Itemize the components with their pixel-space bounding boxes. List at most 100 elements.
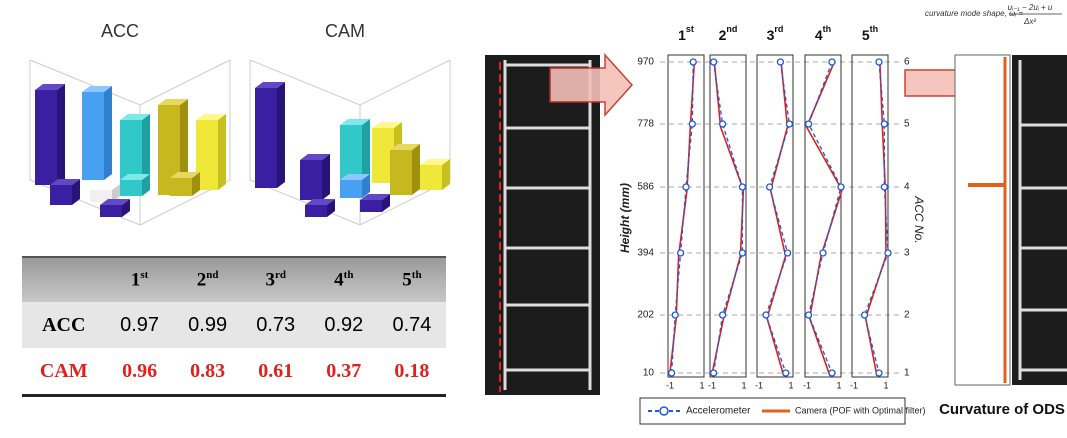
bar3d-group <box>29 59 451 226</box>
acc-marker <box>718 311 727 319</box>
acc-marker <box>875 58 883 66</box>
header-cell: 3rd <box>241 256 310 302</box>
h-num: 5 <box>402 269 412 291</box>
bar3d-front <box>340 125 362 185</box>
mode-header-sup: st <box>686 24 694 34</box>
bar3d-top <box>300 154 330 160</box>
mode-header: 5th <box>862 24 878 42</box>
bar3d-top <box>120 114 150 120</box>
mode-header-num: 3 <box>767 27 775 43</box>
bar3d-top <box>390 144 420 150</box>
bar3d-front <box>35 90 57 185</box>
h-num: 2 <box>196 269 207 291</box>
h-sup: st <box>140 268 149 281</box>
acc-marker <box>709 369 718 377</box>
x-max-label: 1 <box>836 380 841 390</box>
corner-cell <box>22 256 106 302</box>
bar3d-side <box>362 119 370 185</box>
acc-marker <box>689 58 697 66</box>
bar3d-top <box>120 174 150 180</box>
x-max-label: 1 <box>883 380 888 390</box>
h-sup: nd <box>206 268 219 281</box>
photo <box>485 55 600 395</box>
bar3d-top <box>372 122 402 128</box>
acc-marker <box>783 249 792 257</box>
mode-header-sup: th <box>870 24 879 34</box>
acc-marker <box>776 58 785 66</box>
bar3d-side <box>277 82 285 188</box>
table-header: 1st 2nd 3rd 4th 5th <box>22 256 446 302</box>
bar3d-top <box>170 172 200 178</box>
bar3d-top <box>360 194 390 200</box>
formula-lead: curvature mode shape, ωᵢ = <box>925 9 1023 18</box>
mode-header-sup: th <box>823 24 832 34</box>
bar3d-top <box>196 114 226 120</box>
row-header: ACC <box>22 302 106 348</box>
bar3d-top <box>255 82 285 88</box>
header-cell: 5th <box>377 256 446 302</box>
h-sup: th <box>343 268 354 281</box>
bar3d-front <box>82 92 104 180</box>
frame <box>503 60 592 390</box>
camera-curve <box>805 64 843 377</box>
table-cell: 0.83 <box>173 348 242 397</box>
formula-den: Δx² <box>1023 17 1036 26</box>
bar3d-top <box>158 99 188 105</box>
acc-marker <box>709 58 718 66</box>
bar3d-side <box>72 179 80 205</box>
table-cell: 0.37 <box>309 348 378 397</box>
acc-marker <box>785 120 794 128</box>
bar3d-side <box>192 172 200 196</box>
acc-marker <box>837 183 845 191</box>
acc-marker <box>880 120 889 128</box>
acc-marker <box>671 311 679 319</box>
header-cell: 2nd <box>173 256 242 302</box>
mode-panel <box>756 54 794 378</box>
y2-label: ACC No. <box>912 195 926 243</box>
table-cell: 0.74 <box>377 302 446 348</box>
acc-marker <box>880 183 889 191</box>
arrow <box>549 53 634 117</box>
table-cell: 0.96 <box>105 348 174 397</box>
bar3d-front <box>120 120 142 190</box>
height-tick-label: 586 <box>637 182 654 193</box>
row-header: CAM <box>22 348 106 397</box>
bar3d-side <box>57 84 65 185</box>
acc-marker <box>884 249 892 257</box>
mode-header-num: 5 <box>862 27 870 43</box>
y-label: Height (mm) <box>618 183 632 253</box>
acc-number: 6 <box>904 57 910 68</box>
acc-marker <box>782 369 790 377</box>
h-num: 1 <box>130 269 141 291</box>
table-row: CAM 0.96 0.83 0.61 0.37 0.18 <box>22 348 446 397</box>
bar3d-front <box>300 160 322 200</box>
height-tick-label: 202 <box>637 310 654 321</box>
acc-curve <box>670 61 694 374</box>
acc-marker <box>738 249 747 257</box>
height-tick-label: 970 <box>637 57 654 68</box>
acc-marker <box>682 183 690 191</box>
bar3d-side <box>180 99 188 195</box>
mode-header: 1st <box>678 24 694 42</box>
acc-marker <box>738 183 747 191</box>
table-cell: 0.18 <box>377 348 446 397</box>
curvature-panel <box>954 54 1011 386</box>
height-tick-label: 10 <box>643 368 655 379</box>
bar3d-side <box>142 114 150 190</box>
bar3d-front <box>50 185 72 205</box>
acc-marker <box>828 58 836 66</box>
mode-header: 4th <box>815 24 831 42</box>
acc-marker <box>688 120 696 128</box>
acc-3d-title: ACC <box>101 21 139 41</box>
bar3d-top <box>50 179 80 185</box>
bar3d-side <box>218 114 226 190</box>
cam-3d-title: CAM <box>325 21 365 41</box>
acc-marker <box>860 311 869 319</box>
acc-marker <box>762 311 770 319</box>
table-cell: 0.97 <box>105 302 174 348</box>
table-cell: 0.73 <box>241 302 310 348</box>
acc-number: 5 <box>904 119 910 130</box>
header-cell: 4th <box>309 256 378 302</box>
bar3d-front <box>360 200 382 212</box>
